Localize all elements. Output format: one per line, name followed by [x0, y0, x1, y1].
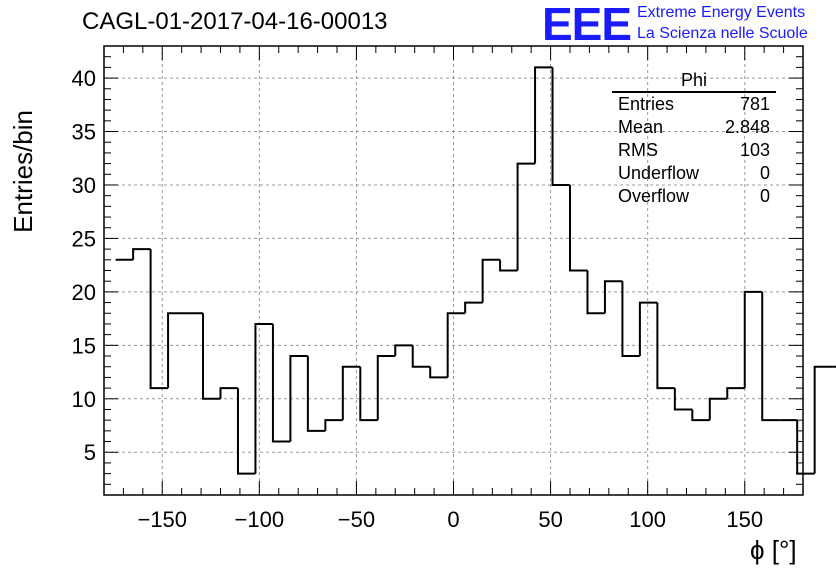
histogram-bin	[341, 365, 361, 421]
y-tick-label: 15	[72, 333, 96, 358]
stats-row-mean: Mean 2.848	[612, 116, 776, 139]
histogram-bin	[446, 312, 466, 378]
x-tick-label: −50	[338, 507, 375, 532]
histogram-bin	[621, 281, 640, 358]
axis-ticks	[103, 45, 804, 496]
stats-value: 0	[759, 163, 770, 183]
histogram-bin	[638, 301, 658, 357]
histogram-bin	[167, 312, 186, 389]
x-tick-label: 0	[447, 507, 459, 532]
histogram-bin	[708, 397, 728, 421]
stats-row-entries: Entries 781	[612, 93, 776, 116]
y-tick-label: 35	[72, 120, 96, 145]
x-axis-label: ϕ [°]	[750, 535, 797, 565]
histogram-bin	[516, 162, 536, 271]
histogram-bin	[813, 365, 833, 474]
stats-label: Underflow	[618, 163, 700, 183]
y-tick-label: 10	[72, 387, 96, 412]
histogram-bin	[673, 388, 693, 411]
y-tick-label: 25	[72, 226, 96, 251]
histogram-bin	[481, 258, 501, 303]
histogram-bin	[499, 259, 518, 272]
histogram-bin	[376, 355, 396, 421]
logo-line-2: La Scienza nelle Scuole	[637, 25, 808, 42]
histogram-bin	[743, 290, 763, 389]
histogram-bin	[429, 366, 448, 379]
histogram-bin	[411, 345, 431, 368]
histogram-bin	[586, 270, 605, 315]
histogram-bin	[656, 302, 675, 390]
x-tick-label: −100	[235, 507, 285, 532]
stats-label: RMS	[618, 140, 658, 160]
eee-logo: EEE	[542, 0, 632, 50]
histogram-bin	[534, 66, 553, 164]
histogram-bin	[691, 409, 710, 422]
stats-value: 0	[759, 186, 770, 206]
histogram-bin	[132, 248, 151, 260]
logo-line-1: Extreme Energy Events	[637, 4, 806, 21]
y-tick-label: 20	[72, 280, 96, 305]
histogram-bin	[359, 366, 378, 422]
histogram-bin	[271, 323, 291, 443]
stats-box: Phi Entries 781 Mean 2.848 RMS 103 Under…	[612, 70, 776, 208]
histogram-bin	[149, 249, 169, 390]
y-tick-label: 5	[84, 440, 96, 465]
y-tick-label: 40	[72, 66, 96, 91]
tick-labels: −150 −100 −50 0 50 100 150 5 10 15 20 25 30 35 40	[72, 66, 764, 532]
histogram-bin	[202, 313, 221, 400]
x-tick-label: 100	[629, 507, 666, 532]
stats-row-underflow: Underflow 0	[612, 162, 776, 185]
y-axis-label: Entries/bin	[8, 110, 38, 233]
stats-row-overflow: Overflow 0	[612, 185, 776, 208]
stats-value: 2.848	[724, 117, 770, 137]
stats-label: Entries	[618, 94, 675, 114]
histogram-bin	[254, 322, 273, 474]
histogram-bin	[551, 67, 570, 186]
histogram-bin	[394, 344, 413, 357]
stats-label: Overflow	[618, 186, 690, 206]
histogram-bin	[324, 419, 343, 431]
x-tick-label: 50	[538, 507, 562, 532]
histogram-series	[115, 66, 836, 475]
histogram-bin	[603, 280, 623, 314]
histogram-bin	[569, 184, 588, 272]
histogram-bin	[761, 291, 780, 422]
stats-label: Mean	[618, 117, 664, 137]
stats-value: 781	[739, 94, 770, 114]
grid-lines	[104, 46, 803, 495]
histogram-bin	[236, 388, 256, 475]
x-tick-label: −150	[137, 507, 187, 532]
histogram-bin	[289, 355, 308, 442]
run-title: CAGL-01-2017-04-16-00013	[82, 8, 388, 35]
histogram-bin	[726, 387, 745, 399]
histogram-bin	[219, 387, 238, 399]
stats-value: 103	[739, 140, 770, 160]
histogram-bin	[306, 356, 326, 432]
histogram-bin	[796, 420, 815, 475]
x-tick-label: 150	[726, 507, 763, 532]
y-tick-label: 30	[72, 173, 96, 198]
stats-row-rms: RMS 103	[612, 139, 776, 162]
stats-title: Phi	[612, 70, 776, 93]
histogram-bin	[464, 301, 483, 314]
